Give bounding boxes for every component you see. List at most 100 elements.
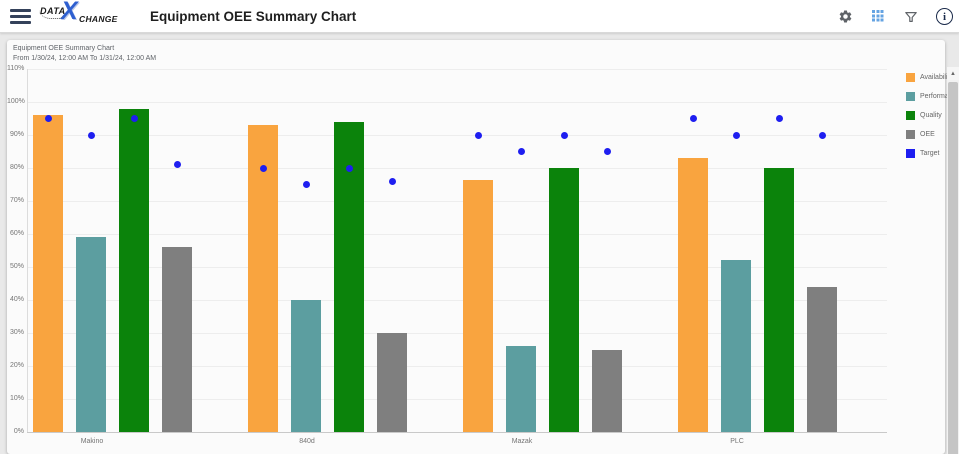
- target-dot-Makino-Performance[interactable]: [87, 131, 95, 139]
- gridline-0: [27, 432, 887, 433]
- bar-PLC-Quality[interactable]: [764, 168, 794, 432]
- grid-view-icon[interactable]: [865, 4, 891, 30]
- target-dot-Mazak-Quality[interactable]: [560, 131, 568, 139]
- funnel-glyph: [905, 11, 917, 22]
- grid-glyph: [871, 10, 885, 23]
- app-header: DATA X CHANGE Equipment OEE Summary Char…: [0, 0, 959, 33]
- legend-item-availability[interactable]: Availability: [906, 73, 959, 82]
- scroll-up-icon[interactable]: ▲: [947, 67, 959, 80]
- header-toolbar: i: [825, 0, 953, 33]
- legend-label: Target: [920, 150, 940, 157]
- bar-Makino-Availability[interactable]: [33, 115, 63, 432]
- gear-glyph: [839, 10, 851, 23]
- gridline-50: [27, 267, 887, 268]
- y-axis-tick-label: 50%: [9, 263, 24, 270]
- legend-label: Quality: [920, 112, 942, 119]
- target-dot-Makino-Quality[interactable]: [130, 115, 138, 122]
- target-dot-PLC-Performance[interactable]: [732, 131, 740, 139]
- chart-subtitle: From 1/30/24, 12:00 AM To 1/31/24, 12:00…: [13, 55, 157, 62]
- legend-item-oee[interactable]: OEE: [906, 130, 959, 139]
- logo-letter-x: X: [61, 0, 78, 25]
- menu-bar: [10, 20, 31, 24]
- logo-swoosh: [39, 10, 63, 19]
- target-dot-840d-Availability[interactable]: [259, 164, 267, 172]
- y-axis-tick-label: 20%: [9, 362, 24, 369]
- gridline-60: [27, 234, 887, 235]
- y-axis-tick-label: 0%: [13, 428, 24, 435]
- bar-840d-OEE[interactable]: [377, 333, 407, 432]
- y-axis-tick-label: 30%: [9, 329, 24, 336]
- y-axis-line: [27, 69, 28, 432]
- bar-PLC-OEE[interactable]: [807, 286, 837, 432]
- gridline-10: [27, 399, 887, 400]
- y-axis-tick-label: 60%: [9, 230, 24, 237]
- bar-Mazak-Quality[interactable]: [549, 168, 579, 432]
- bar-840d-Quality[interactable]: [334, 121, 364, 432]
- target-dot-Makino-OEE[interactable]: [173, 161, 181, 169]
- y-axis-tick-label: 80%: [9, 164, 24, 171]
- y-axis-tick-label: 10%: [9, 395, 24, 402]
- legend-item-quality[interactable]: Quality: [906, 111, 959, 120]
- bar-Makino-Quality[interactable]: [119, 108, 149, 432]
- bar-840d-Performance[interactable]: [291, 300, 321, 432]
- legend-swatch: [906, 73, 915, 82]
- menu-icon[interactable]: [10, 8, 31, 24]
- filter-funnel-icon[interactable]: [898, 4, 924, 30]
- target-dot-Mazak-Performance[interactable]: [517, 148, 525, 155]
- gridline-110: [27, 69, 887, 70]
- target-dot-840d-Quality[interactable]: [345, 164, 353, 172]
- target-dot-PLC-Availability[interactable]: [689, 115, 697, 122]
- legend-swatch: [906, 130, 915, 139]
- target-dot-840d-Performance[interactable]: [302, 181, 310, 188]
- target-dot-PLC-Quality[interactable]: [775, 115, 783, 122]
- legend-swatch: [906, 92, 915, 101]
- target-dot-Makino-Availability[interactable]: [44, 115, 52, 122]
- bar-840d-Availability[interactable]: [248, 125, 278, 432]
- chart-card: Equipment OEE Summary Chart From 1/30/24…: [7, 40, 959, 454]
- vertical-scrollbar[interactable]: ▲ ▼: [947, 67, 959, 454]
- legend-label: Performance: [920, 93, 959, 100]
- menu-bar: [10, 8, 31, 12]
- gridline-80: [27, 168, 887, 169]
- target-dot-PLC-OEE[interactable]: [818, 131, 826, 139]
- x-axis-category-label: PLC: [730, 438, 744, 445]
- legend-swatch: [906, 149, 915, 158]
- bar-PLC-Availability[interactable]: [678, 158, 708, 432]
- logo-word-change: CHANGE: [79, 14, 118, 24]
- gridline-30: [27, 333, 887, 334]
- dataxchange-logo: DATA X CHANGE: [38, 0, 118, 30]
- gridline-100: [27, 102, 887, 103]
- legend-swatch: [906, 111, 915, 120]
- y-axis-tick-label: 90%: [9, 131, 24, 138]
- bar-Mazak-Performance[interactable]: [506, 346, 536, 432]
- main-content: Equipment OEE Summary Chart From 1/30/24…: [0, 33, 959, 454]
- target-dot-Mazak-OEE[interactable]: [603, 148, 611, 155]
- legend-item-performance[interactable]: Performance: [906, 92, 959, 101]
- menu-bar: [10, 14, 31, 18]
- gridline-20: [27, 366, 887, 367]
- y-axis-tick-label: 70%: [9, 197, 24, 204]
- gridline-40: [27, 300, 887, 301]
- bar-Makino-OEE[interactable]: [162, 247, 192, 432]
- bar-PLC-Performance[interactable]: [721, 260, 751, 432]
- chart-title: Equipment OEE Summary Chart: [13, 45, 115, 52]
- settings-gear-icon[interactable]: [832, 4, 858, 30]
- target-dot-Mazak-Availability[interactable]: [474, 131, 482, 139]
- y-axis-tick-label: 110%: [7, 65, 25, 72]
- target-dot-840d-OEE[interactable]: [388, 177, 396, 185]
- x-axis-category-label: Mazak: [511, 438, 533, 445]
- scrollbar-thumb[interactable]: [948, 82, 958, 454]
- legend-label: Availability: [920, 74, 953, 81]
- chart-legend: Availability Performance Quality OEE Target: [906, 73, 959, 168]
- gridline-70: [27, 201, 887, 202]
- x-axis-category-label: 840d: [299, 438, 315, 445]
- legend-item-target[interactable]: Target: [906, 149, 959, 158]
- page-title: Equipment OEE Summary Chart: [150, 8, 357, 24]
- info-icon[interactable]: i: [936, 8, 953, 25]
- legend-label: OEE: [920, 131, 935, 138]
- bar-Mazak-Availability[interactable]: [463, 179, 493, 432]
- bar-Makino-Performance[interactable]: [76, 237, 106, 432]
- bar-Mazak-OEE[interactable]: [592, 349, 622, 432]
- oee-summary-bar-chart: 0% 10% 20% 30% 40% 50% 60% 70% 80% 90% 100% 110% Mak…: [7, 40, 945, 454]
- y-axis-tick-label: 40%: [9, 296, 24, 303]
